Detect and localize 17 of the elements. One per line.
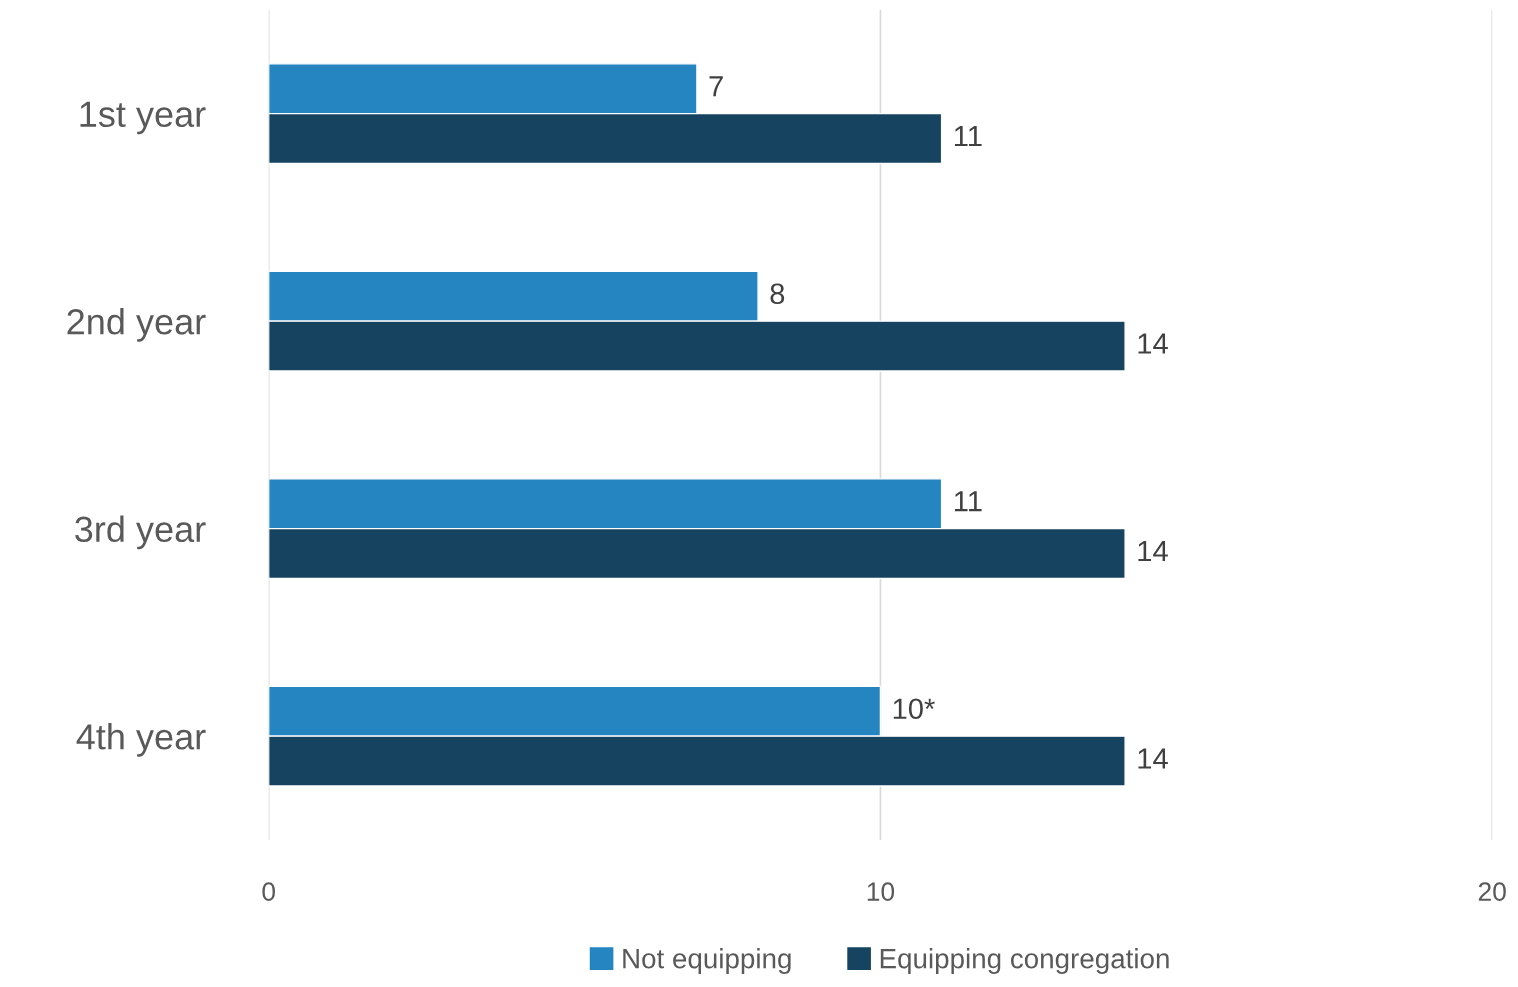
y-tick-label: 4th year <box>76 723 206 757</box>
data-label: 11 <box>954 491 982 512</box>
data-label: 14 <box>1138 333 1168 354</box>
data-label: 14 <box>1138 748 1168 769</box>
legend-label: Not equipping <box>623 948 791 974</box>
legend-label: Equipping congregation <box>880 948 1169 974</box>
x-tick-label: 20 <box>1478 882 1506 901</box>
data-label: 14 <box>1138 541 1168 562</box>
x-tick-label: 0 <box>262 882 275 901</box>
y-tick-label: 1st year <box>80 101 206 135</box>
x-tick-label: 10 <box>867 882 895 901</box>
data-label: 7 <box>709 76 723 97</box>
y-tick-label: 3rd year <box>75 515 206 550</box>
y-tick-label: 2nd year <box>67 308 206 342</box>
data-label: 11 <box>954 126 982 147</box>
data-label: 8 <box>770 283 785 305</box>
data-label: 10* <box>893 698 935 720</box>
